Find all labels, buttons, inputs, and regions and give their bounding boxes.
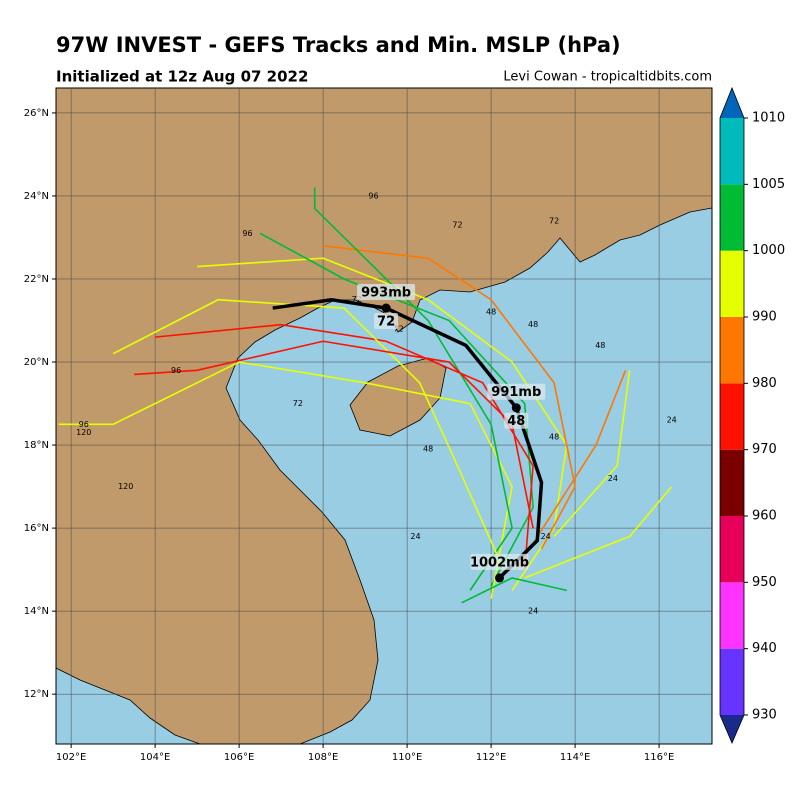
member-track <box>58 361 513 599</box>
y-tick-label: 20°N <box>24 357 49 368</box>
colorbar-label: 1010 <box>752 111 785 126</box>
colorbar-label: 970 <box>752 442 777 457</box>
colorbar-below <box>720 715 744 743</box>
x-tick-label: 108°E <box>308 752 338 763</box>
gulf-of-thailand <box>56 667 201 744</box>
colorbar-label: 940 <box>752 641 777 656</box>
y-tick-label: 24°N <box>24 191 49 202</box>
member-track <box>197 257 568 591</box>
hour-label: 96 <box>242 229 252 238</box>
x-tick-label: 102°E <box>56 752 86 763</box>
hour-label: 24 <box>608 474 618 483</box>
member-track <box>553 370 631 537</box>
subtitle: Initialized at 12z Aug 07 2022 <box>56 68 308 86</box>
x-tick-label: 110°E <box>392 752 422 763</box>
member-track <box>515 370 627 571</box>
hour-label: 72 <box>452 221 462 230</box>
label-box <box>470 553 529 570</box>
colorbar: 930 940 950 960 970 980 990 1000 1005 1010 <box>719 86 785 745</box>
hour-label: 48 <box>528 320 538 329</box>
pressure-label: 1002mb <box>470 555 529 570</box>
hour-label: 96 <box>171 366 181 375</box>
member-track <box>134 340 534 529</box>
label-box <box>374 313 399 330</box>
map-area <box>56 88 712 744</box>
map-frame <box>55 87 713 745</box>
y-tick-label: 16°N <box>24 523 49 534</box>
hour-label: 24 <box>410 532 420 541</box>
colorbar-segment <box>720 118 744 185</box>
colorbar-segment <box>720 449 744 516</box>
member-track <box>155 323 534 570</box>
hour-label: 24 <box>541 532 551 541</box>
member-track <box>461 577 567 604</box>
x-tick-label: 116°E <box>644 752 674 763</box>
colorbar-label: 1005 <box>752 177 785 192</box>
hour-label: 120 <box>118 482 133 491</box>
title: 97W INVEST - GEFS Tracks and Min. MSLP (… <box>56 33 621 57</box>
hour-label: 48 <box>423 445 433 454</box>
colorbar-segment <box>720 516 744 583</box>
pressure-label: 993mb <box>361 286 411 301</box>
colorbar-segment <box>720 383 744 450</box>
colorbar-label: 930 <box>752 708 777 723</box>
hour-label: 120 <box>76 428 91 437</box>
mean-track <box>272 297 544 580</box>
hour-label: 48 <box>595 341 605 350</box>
label-box <box>504 412 529 429</box>
hour-label: 48 <box>549 432 559 441</box>
colorbar-label: 1000 <box>752 243 785 258</box>
hour-label: 48 <box>507 414 525 429</box>
member-track <box>259 232 534 587</box>
hour-label: 96 <box>368 191 378 200</box>
colorbar-label: 990 <box>752 310 777 325</box>
colorbar-above <box>720 88 744 118</box>
x-tick-label: 112°E <box>476 752 506 763</box>
y-tick-label: 22°N <box>24 274 49 285</box>
hour-label: 72 <box>549 216 559 225</box>
hainan <box>349 357 447 437</box>
hour-label: 72 <box>293 399 303 408</box>
hour-label: 72 <box>377 315 395 330</box>
label-box <box>357 284 416 301</box>
mean-point <box>381 303 391 313</box>
x-tick-label: 106°E <box>224 752 254 763</box>
member-track <box>524 486 673 579</box>
colorbar-segment <box>720 184 744 251</box>
member-track <box>323 244 576 550</box>
colorbar-label: 960 <box>752 509 777 524</box>
label-box <box>487 383 546 400</box>
x-tick-label: 114°E <box>560 752 590 763</box>
hour-label: 48 <box>486 308 496 317</box>
y-tick-label: 14°N <box>24 606 49 617</box>
y-tick-label: 12°N <box>24 689 49 700</box>
hour-label: 72 <box>394 324 404 333</box>
x-tick-label: 104°E <box>140 752 170 763</box>
mean-point <box>494 573 504 583</box>
hour-label: 96 <box>79 420 89 429</box>
hour-label: 24 <box>667 416 677 425</box>
hour-label: 24 <box>528 607 538 616</box>
hour-label: 72 <box>352 295 362 304</box>
pressure-label: 991mb <box>491 385 541 400</box>
colorbar-segment <box>720 250 744 317</box>
mean-point <box>511 403 521 413</box>
credit: Levi Cowan - tropicaltidbits.com <box>503 70 712 85</box>
colorbar-label: 950 <box>752 575 777 590</box>
member-track <box>112 298 505 570</box>
colorbar-segment <box>720 582 744 649</box>
colorbar-segment <box>720 317 744 384</box>
colorbar-label: 980 <box>752 376 777 391</box>
colorbar-segment <box>720 648 744 715</box>
y-tick-label: 26°N <box>24 108 49 119</box>
y-tick-label: 18°N <box>24 440 49 451</box>
